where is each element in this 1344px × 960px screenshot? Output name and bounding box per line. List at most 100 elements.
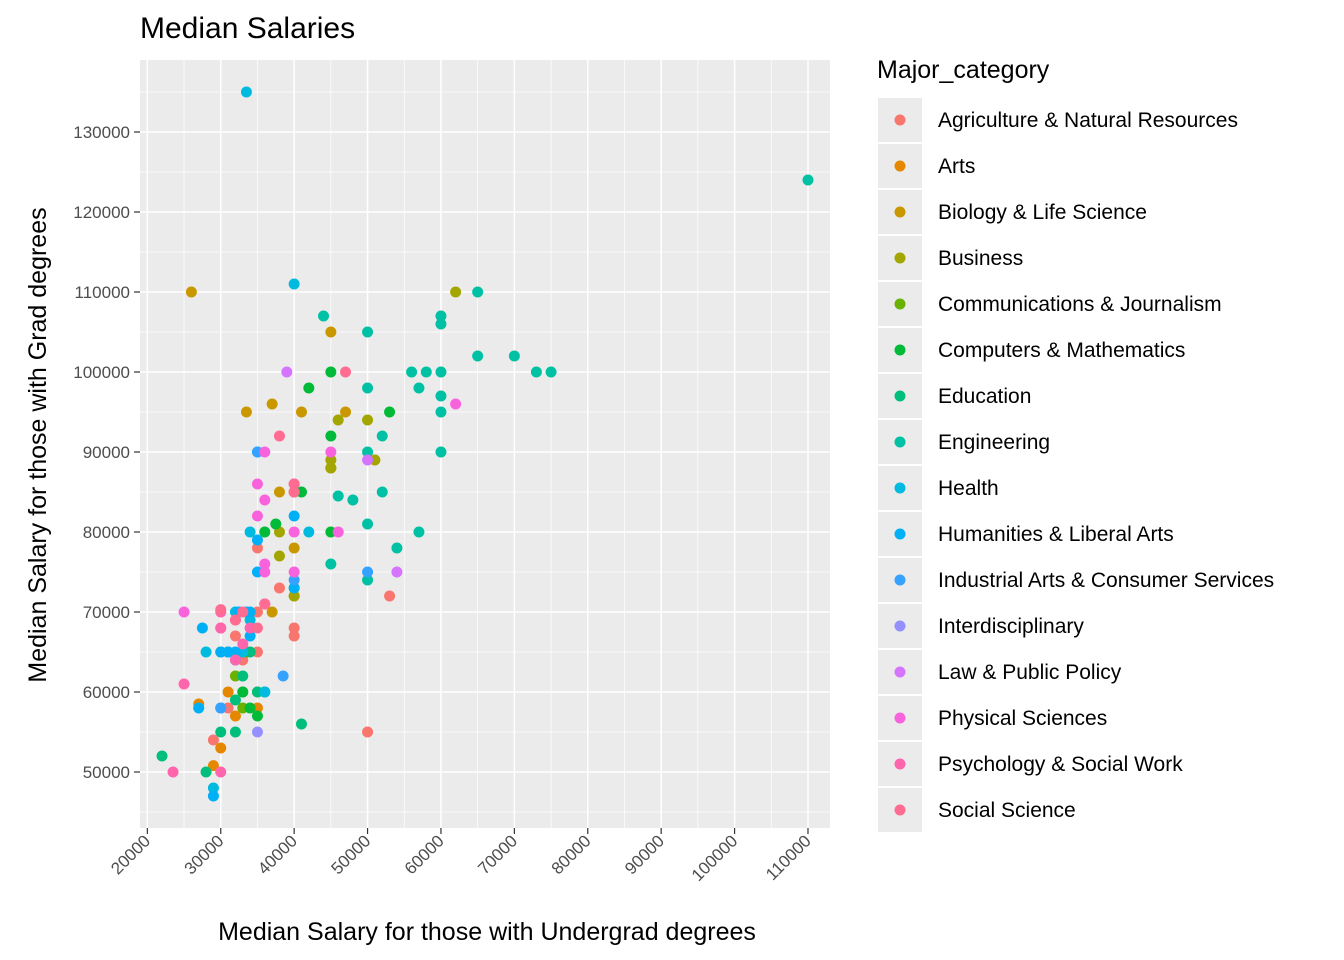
x-tick-label: 110000 xyxy=(762,831,815,884)
data-point xyxy=(384,590,396,602)
data-point xyxy=(450,286,462,298)
data-point xyxy=(178,606,190,618)
data-point xyxy=(325,430,337,442)
data-point xyxy=(251,510,263,522)
data-point xyxy=(251,542,263,554)
data-point xyxy=(281,366,293,378)
data-point xyxy=(196,622,208,634)
data-point xyxy=(200,766,212,778)
data-point xyxy=(215,702,227,714)
legend-label: Biology & Life Science xyxy=(938,201,1147,224)
data-point xyxy=(362,414,374,426)
data-point xyxy=(362,574,374,586)
data-point xyxy=(435,318,447,330)
data-point xyxy=(229,654,241,666)
data-point xyxy=(472,286,484,298)
legend-marker xyxy=(894,252,906,264)
y-tick-label: 60000 xyxy=(83,683,130,702)
data-point xyxy=(259,446,271,458)
x-tick-label: 100000 xyxy=(688,831,742,885)
data-point xyxy=(200,646,212,658)
legend-marker xyxy=(894,574,906,586)
legend-marker xyxy=(894,712,906,724)
data-point xyxy=(288,486,300,498)
data-point xyxy=(288,526,300,538)
y-tick-label: 90000 xyxy=(83,443,130,462)
data-point xyxy=(156,750,168,762)
data-point xyxy=(193,702,205,714)
data-point xyxy=(259,526,271,538)
data-point xyxy=(325,366,337,378)
data-point xyxy=(288,278,300,290)
x-axis: 20000 30000 40000 50000 60000 70000 80000 90000… xyxy=(107,828,815,885)
legend: Agriculture & Natural Resources Arts Biolo… xyxy=(878,98,1274,832)
data-point xyxy=(362,382,374,394)
data-point xyxy=(413,526,425,538)
legend-label: Computers & Mathematics xyxy=(938,339,1185,362)
legend-marker xyxy=(894,482,906,494)
data-point xyxy=(288,510,300,522)
data-point xyxy=(277,670,289,682)
legend-label: Interdisciplinary xyxy=(938,615,1084,638)
data-point xyxy=(229,646,241,658)
data-point xyxy=(802,174,814,186)
data-point xyxy=(362,518,374,530)
data-point xyxy=(435,446,447,458)
y-tick-label: 130000 xyxy=(73,123,130,142)
x-tick-label: 70000 xyxy=(474,831,521,878)
data-point xyxy=(288,622,300,634)
data-point xyxy=(229,694,241,706)
data-point xyxy=(237,606,249,618)
data-point xyxy=(295,406,307,418)
data-point xyxy=(362,726,374,738)
data-point xyxy=(240,406,252,418)
x-tick-label: 90000 xyxy=(621,831,668,878)
legend-label: Communications & Journalism xyxy=(938,293,1222,316)
data-point xyxy=(435,366,447,378)
data-point xyxy=(325,454,337,466)
data-point xyxy=(259,566,271,578)
data-point xyxy=(229,630,241,642)
chart-title: Median Salaries xyxy=(140,12,355,45)
data-point xyxy=(288,566,300,578)
data-point xyxy=(251,478,263,490)
data-point xyxy=(273,582,285,594)
data-point xyxy=(215,726,227,738)
data-point xyxy=(244,526,256,538)
data-point xyxy=(362,454,374,466)
legend-label: Health xyxy=(938,477,999,500)
data-point xyxy=(288,630,300,642)
data-point xyxy=(273,550,285,562)
data-point xyxy=(244,702,256,714)
data-point xyxy=(259,686,271,698)
data-point xyxy=(325,446,337,458)
legend-marker xyxy=(894,620,906,632)
data-point xyxy=(318,310,330,322)
data-point xyxy=(295,718,307,730)
legend-marker xyxy=(894,528,906,540)
data-point xyxy=(266,606,278,618)
y-axis-title: Median Salary for those with Grad degree… xyxy=(24,207,52,682)
data-point xyxy=(259,494,271,506)
data-point xyxy=(266,398,278,410)
data-point xyxy=(215,742,227,754)
data-point xyxy=(420,366,432,378)
data-point xyxy=(207,782,219,794)
data-point xyxy=(178,678,190,690)
legend-label: Business xyxy=(938,247,1023,270)
y-tick-label: 80000 xyxy=(83,523,130,542)
legend-label: Physical Sciences xyxy=(938,707,1107,730)
data-point xyxy=(325,326,337,338)
data-point xyxy=(391,566,403,578)
data-point xyxy=(332,526,344,538)
data-point xyxy=(222,686,234,698)
data-point xyxy=(229,614,241,626)
data-point xyxy=(406,366,418,378)
data-point xyxy=(288,542,300,554)
legend-label: Arts xyxy=(938,155,975,178)
data-point xyxy=(384,406,396,418)
data-point xyxy=(340,406,352,418)
data-point xyxy=(251,534,263,546)
y-tick-label: 110000 xyxy=(75,283,130,302)
data-point xyxy=(237,638,249,650)
